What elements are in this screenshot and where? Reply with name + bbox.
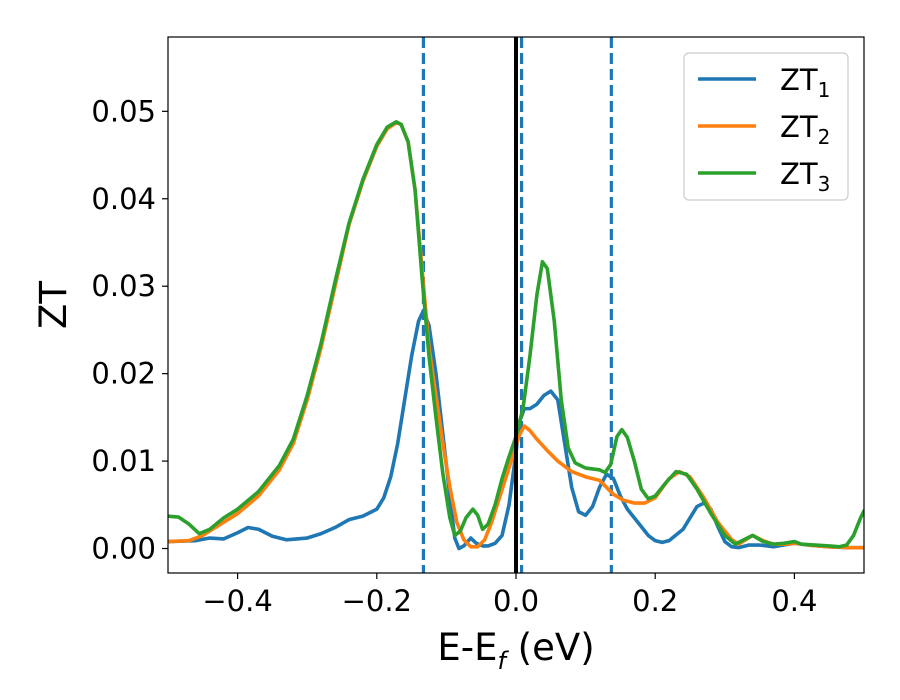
plot-area: [168, 37, 864, 573]
legend-label-zt2: ZT2: [780, 110, 830, 149]
series-line-zt3: [168, 120, 864, 549]
x-axis-title-main: E-E: [437, 626, 497, 669]
legend-frame: [683, 52, 849, 201]
x-tick-label: 0.0: [493, 584, 539, 618]
y-tick-label: 0.01: [91, 444, 156, 478]
y-tick-label: 0.00: [91, 532, 156, 566]
legend-label-zt1: ZT1: [780, 63, 830, 102]
y-tick-label: 0.05: [91, 94, 156, 128]
legend: ZT1 ZT2 ZT3: [683, 52, 849, 201]
legend-label-zt3: ZT3: [780, 157, 830, 196]
x-tick-label: 0.4: [771, 584, 817, 618]
x-axis-title: E-Ef (eV): [437, 626, 594, 675]
x-tick-label: 0.2: [632, 584, 678, 618]
ticks-layer: −0.4 −0.2 0.0 0.2 0.4 0.00 0.01 0.02 0.03 0.04 0.0…: [91, 94, 817, 618]
x-axis-title-unit: (eV): [506, 626, 595, 669]
y-tick-label: 0.02: [91, 357, 156, 391]
plot-layer: [168, 37, 864, 573]
y-tick-label: 0.04: [91, 182, 156, 216]
y-tick-label: 0.03: [91, 269, 156, 303]
y-axis-title: ZT: [32, 281, 75, 329]
x-tick-label: −0.4: [202, 584, 272, 618]
x-tick-label: −0.2: [342, 584, 412, 618]
